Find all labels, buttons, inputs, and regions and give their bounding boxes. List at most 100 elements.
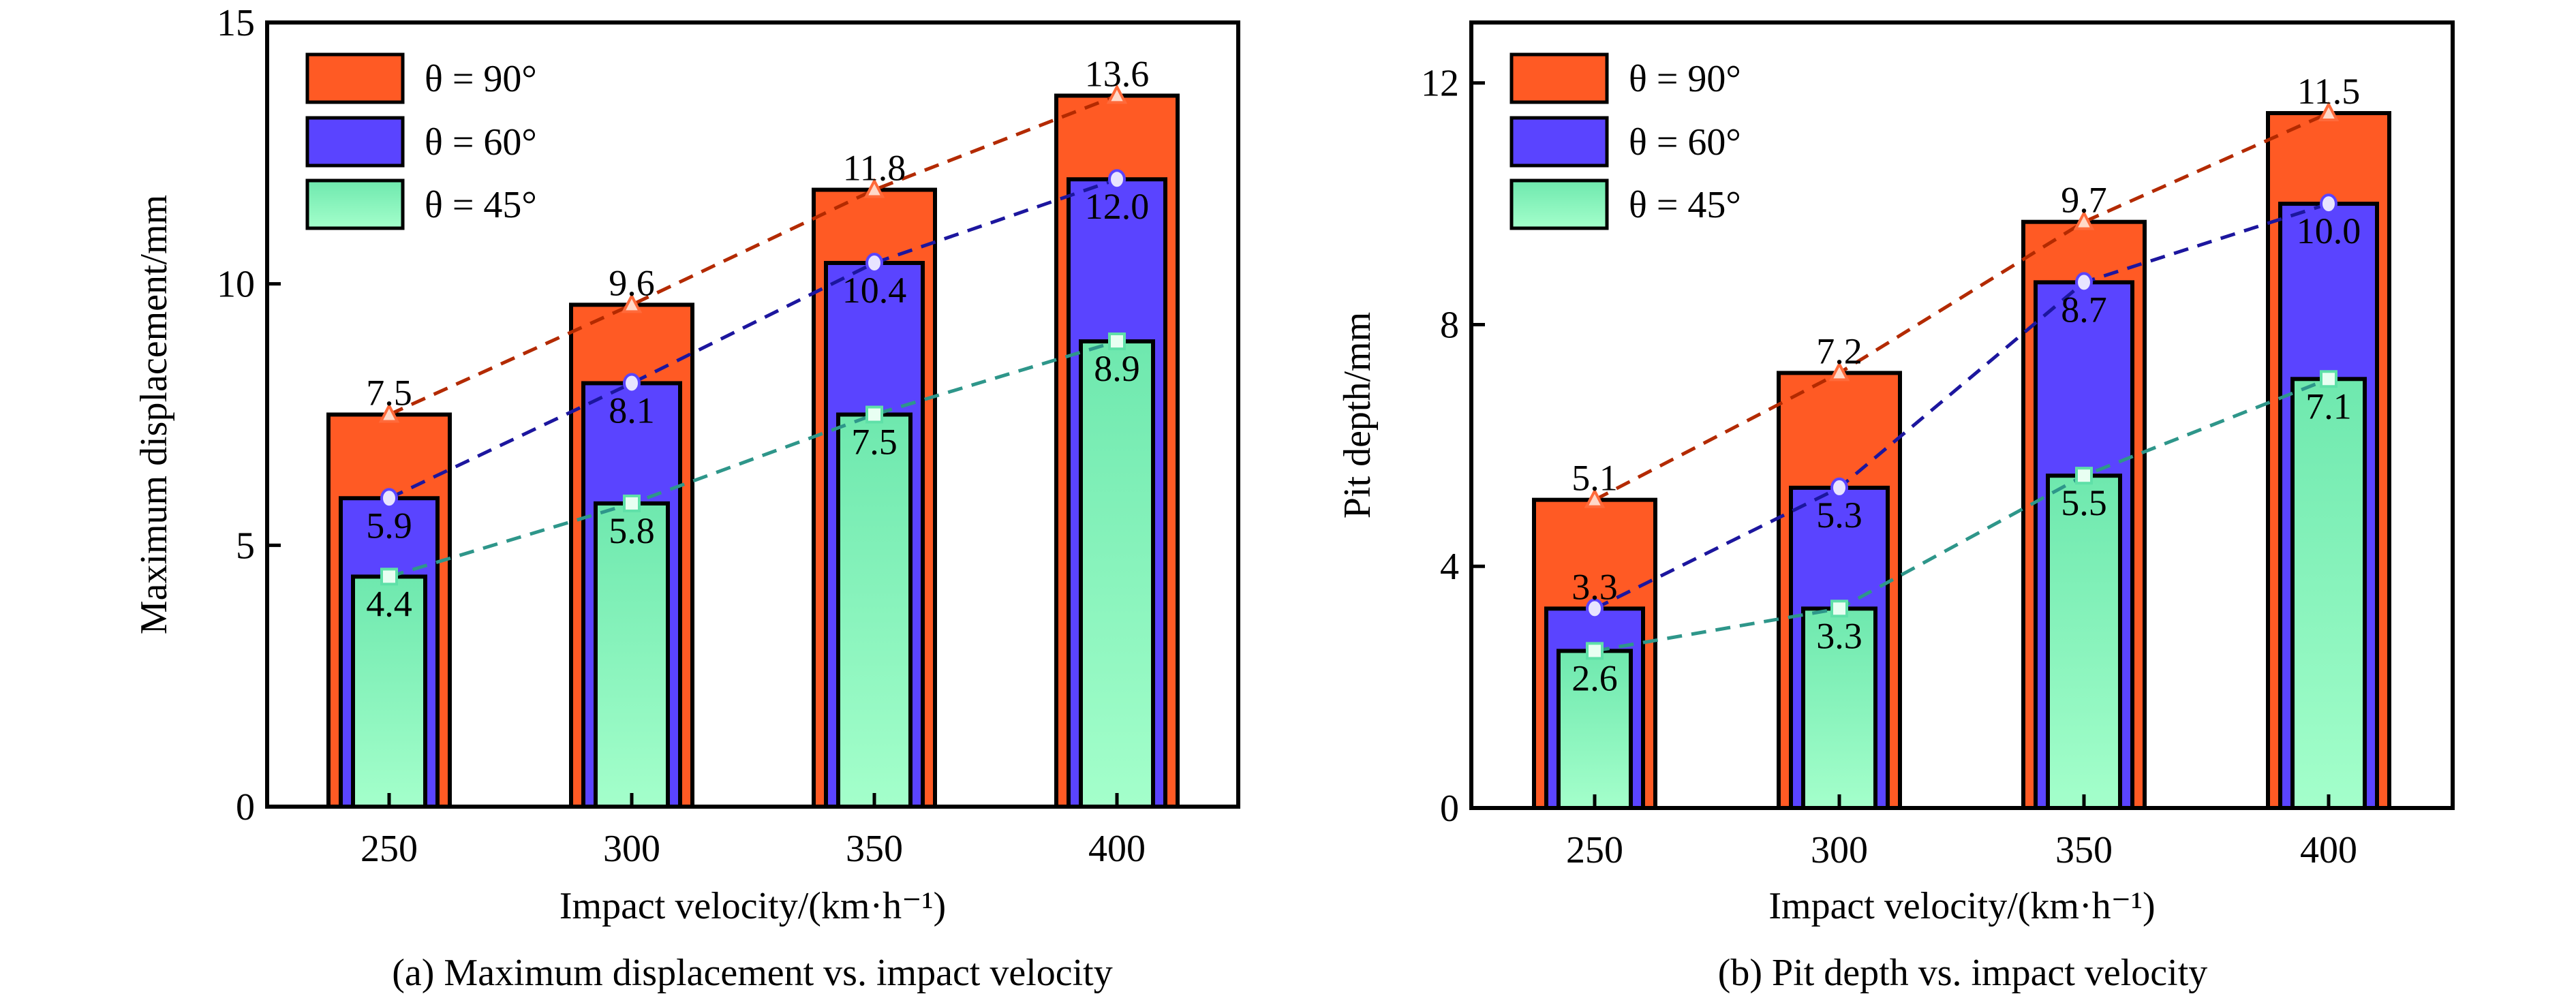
plot-frame	[265, 20, 1240, 809]
square-marker	[1586, 642, 1604, 660]
legend-label: θ = 45°	[425, 184, 537, 226]
y-tick-label: 0	[1440, 788, 1459, 830]
bar-square-300	[594, 501, 670, 809]
square-marker	[2075, 467, 2093, 485]
data-label: 5.9	[366, 505, 412, 546]
legend-label: θ = 90°	[1629, 58, 1741, 100]
triangle-marker	[378, 403, 400, 423]
data-label: 7.2	[1816, 330, 1862, 371]
legend-label: θ = 45°	[1629, 184, 1741, 226]
legend: θ = 90° θ = 60° θ = 45°	[305, 52, 537, 230]
x-axis-title: Impact velocity/(km·h⁻¹)	[559, 885, 946, 927]
circle-marker	[1830, 477, 1848, 498]
x-tick-label: 400	[1088, 828, 1146, 870]
x-tick-label: 350	[846, 828, 903, 870]
legend-swatch	[1509, 178, 1609, 230]
triangle-marker	[863, 178, 885, 198]
bar-square-350	[836, 412, 913, 809]
data-label: 9.6	[609, 262, 655, 303]
bar-square-400	[1079, 339, 1155, 809]
caption: (a) Maximum displacement vs. impact velo…	[392, 952, 1113, 994]
legend-label: θ = 60°	[1629, 121, 1741, 164]
legend-swatch	[1509, 52, 1609, 104]
legend-label: θ = 60°	[425, 121, 537, 164]
y-axis-title: Maximum displacement/mm	[133, 195, 175, 634]
data-label: 8.7	[2061, 289, 2107, 330]
circle-marker	[1586, 598, 1604, 619]
x-tick-label: 250	[1566, 829, 1623, 871]
data-label: 11.5	[2297, 71, 2361, 112]
data-label: 8.9	[1094, 348, 1140, 389]
data-label: 3.3	[1816, 615, 1862, 656]
x-tick-label: 300	[1811, 829, 1868, 871]
data-label: 11.8	[843, 148, 906, 189]
data-label: 12.0	[1085, 186, 1150, 227]
legend-label: θ = 90°	[425, 58, 537, 100]
legend-swatch	[305, 52, 405, 104]
plot-frame	[1469, 20, 2455, 810]
legend-swatch	[305, 178, 405, 230]
data-label: 5.1	[1571, 458, 1618, 499]
trend-line-1	[388, 177, 1118, 500]
chart-b: 5.1 7.2 9.7 11.5 3.3 5.3 8.7 10.0 2.6 3.3 5.5 7.1 0 4…	[1336, 20, 2455, 994]
legend-swatch	[305, 116, 405, 168]
bar-square-300	[1801, 606, 1877, 810]
triangle-marker	[1106, 84, 1128, 104]
y-tick-label: 0	[236, 786, 255, 828]
data-label: 8.1	[609, 390, 655, 431]
x-tick-label: 400	[2300, 829, 2357, 871]
trend-line-1	[1593, 202, 2329, 610]
data-label: 5.3	[1816, 495, 1862, 535]
data-label: 10.4	[842, 270, 907, 311]
y-tick-label: 4	[1440, 546, 1459, 588]
chart-a: 7.5 9.6 11.8 13.6 5.9 8.1 10.4 12.0 4.4 5.8 7.5 8.9…	[133, 2, 1240, 994]
legend-swatch	[1509, 116, 1609, 168]
square-marker	[1830, 600, 1848, 618]
square-marker	[2320, 370, 2337, 388]
x-tick-label: 350	[2055, 829, 2113, 871]
data-label: 7.1	[2305, 386, 2352, 426]
trend-line-0	[388, 94, 1118, 416]
circle-marker	[623, 373, 641, 394]
triangle-marker	[621, 293, 643, 313]
x-tick-label: 300	[603, 828, 660, 870]
data-label: 3.3	[1571, 566, 1618, 607]
caption: (b) Pit depth vs. impact velocity	[1718, 952, 2208, 994]
triangle-marker	[2073, 210, 2095, 230]
trend-line-2	[388, 339, 1118, 578]
square-marker	[623, 494, 641, 512]
y-axis-title: Pit depth/mm	[1336, 312, 1379, 518]
trend-line-2	[1594, 377, 2329, 653]
triangle-marker	[2318, 101, 2340, 122]
legend: θ = 90° θ = 60° θ = 45°	[1509, 52, 1741, 230]
y-tick-label: 5	[236, 525, 255, 567]
circle-marker	[1108, 169, 1126, 190]
x-tick-label: 250	[361, 828, 418, 870]
bar-square-400	[2290, 377, 2367, 810]
trend-line-0	[1593, 111, 2330, 501]
triangle-marker	[1828, 361, 1850, 382]
y-tick-label: 12	[1421, 63, 1459, 105]
square-marker	[380, 568, 398, 586]
data-label: 7.5	[366, 373, 412, 414]
data-label: 2.6	[1571, 657, 1618, 698]
circle-marker	[2320, 193, 2337, 215]
circle-marker	[380, 488, 398, 509]
data-label: 13.6	[1085, 53, 1150, 94]
square-marker	[1108, 332, 1126, 351]
data-label: 9.7	[2061, 180, 2107, 221]
data-label: 4.4	[366, 583, 412, 624]
bar-square-350	[2046, 473, 2122, 810]
data-label: 5.8	[609, 510, 655, 551]
data-label: 10.0	[2297, 211, 2361, 251]
y-tick-label: 8	[1440, 304, 1459, 346]
square-marker	[865, 405, 883, 424]
x-axis-title: Impact velocity/(km·h⁻¹)	[1768, 885, 2155, 927]
data-label: 7.5	[851, 422, 898, 463]
data-label: 5.5	[2061, 482, 2107, 523]
y-tick-label: 10	[217, 264, 255, 306]
triangle-marker	[1584, 488, 1606, 508]
circle-marker	[865, 252, 883, 273]
circle-marker	[2075, 272, 2093, 293]
